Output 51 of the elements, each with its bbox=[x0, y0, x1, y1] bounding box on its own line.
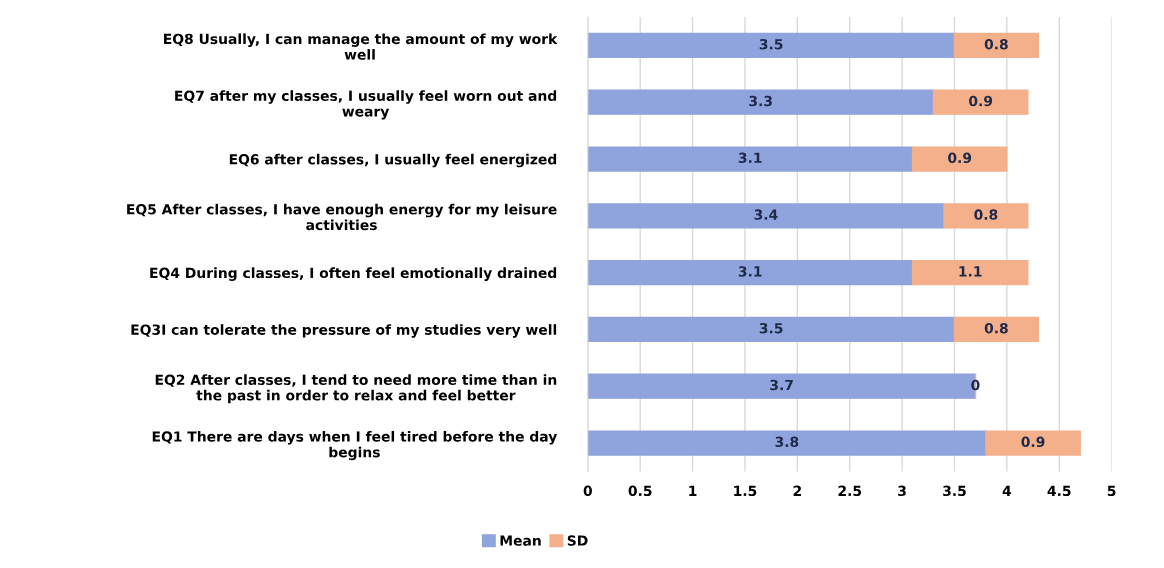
x-tick-label: 0.5 bbox=[628, 485, 652, 497]
y-tick-label: EQ8 Usually, I can manage the amount of my work well bbox=[164, 33, 558, 60]
x-tick-label: 1.5 bbox=[734, 485, 757, 497]
bar bbox=[911, 146, 1008, 172]
bar bbox=[587, 316, 956, 343]
data-label: 0.9 bbox=[1021, 436, 1045, 448]
y-tick-label: EQ7 after my classes, I usually feel worn out and weary bbox=[175, 90, 557, 120]
bar bbox=[587, 260, 914, 286]
bar bbox=[932, 89, 1029, 115]
bar bbox=[587, 430, 987, 456]
bar bbox=[911, 260, 1029, 286]
data-label: 3.1 bbox=[738, 266, 762, 277]
legend-label: SD bbox=[567, 535, 588, 546]
x-tick-label: 2.5 bbox=[838, 485, 862, 497]
y-tick-label: EQ3I can tolerate the pressure of my studies very well bbox=[131, 324, 557, 338]
data-label: 3.7 bbox=[770, 379, 793, 391]
data-label: 3.5 bbox=[759, 38, 783, 50]
x-tick-label: 5 bbox=[1107, 485, 1116, 497]
data-label: 0.8 bbox=[974, 209, 998, 220]
x-tick-label: 1 bbox=[689, 485, 697, 496]
x-tick-label: 2 bbox=[793, 485, 801, 496]
bar bbox=[953, 316, 1039, 343]
bar bbox=[985, 430, 1081, 456]
data-label: 1.1 bbox=[959, 266, 982, 277]
x-tick-label: 4 bbox=[1002, 485, 1012, 496]
data-label: 0.8 bbox=[984, 322, 1008, 334]
data-label: 0 bbox=[971, 379, 980, 391]
y-tick-label: EQ6 after classes, I usually feel energized bbox=[229, 153, 557, 168]
data-label: 3.8 bbox=[775, 436, 799, 448]
legend-label: Mean bbox=[500, 535, 541, 546]
bar bbox=[587, 32, 956, 59]
x-tick-label: 3.5 bbox=[943, 485, 966, 497]
x-tick-label: 0 bbox=[583, 485, 592, 497]
bar bbox=[943, 203, 1029, 229]
data-label: 0.8 bbox=[984, 38, 1008, 50]
bar bbox=[953, 32, 1039, 59]
data-label: 3.1 bbox=[738, 152, 762, 164]
y-tick-label: EQ1 There are days when I feel tired before the day begins bbox=[152, 430, 558, 461]
data-label: 3.4 bbox=[754, 209, 778, 220]
bar bbox=[587, 203, 945, 229]
x-tick-label: 4.5 bbox=[1047, 485, 1071, 497]
y-tick-label: EQ5 After classes, I have enough energy for my leisure activities bbox=[127, 203, 557, 231]
bar bbox=[587, 89, 935, 115]
y-tick-label: EQ4 During classes, I often feel emotionally drained bbox=[150, 267, 557, 281]
data-label: 3.3 bbox=[749, 95, 772, 107]
bar bbox=[587, 146, 914, 172]
y-tick-label: EQ2 After classes, I tend to need more time than in the past in order to relax and feel better bbox=[155, 374, 557, 404]
data-label: 3.5 bbox=[759, 322, 783, 334]
x-tick-label: 3 bbox=[898, 485, 906, 497]
data-label: 0.9 bbox=[948, 152, 972, 164]
data-label: 0.9 bbox=[969, 95, 993, 107]
